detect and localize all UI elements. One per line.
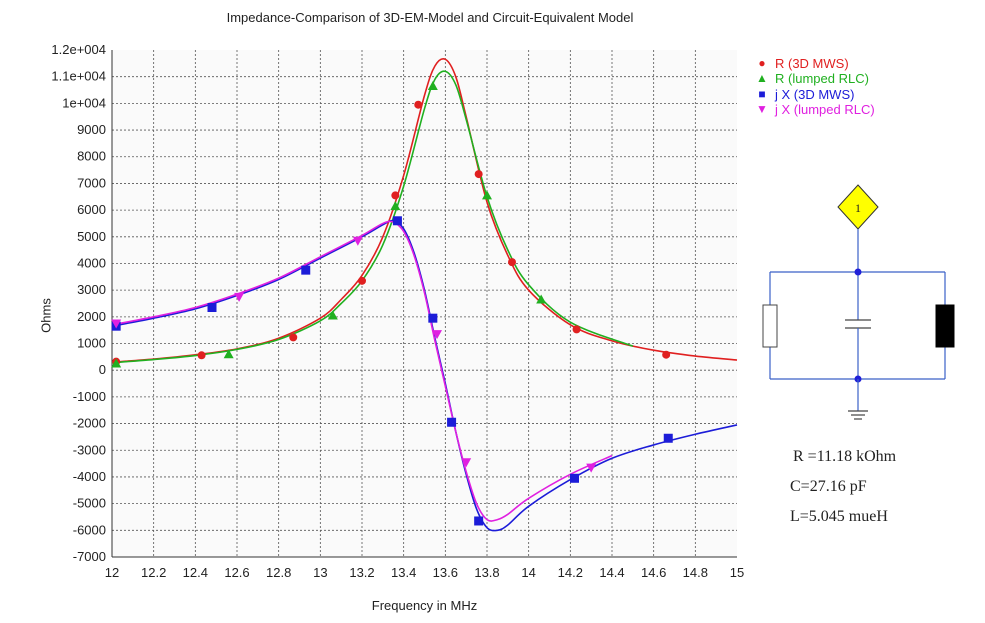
inductance-value: L=5.045 mueH [790,508,888,525]
data-marker [392,216,402,226]
data-marker [223,349,234,359]
x-tick-label: 12.8 [266,565,291,580]
data-marker [414,100,423,109]
data-marker [111,319,122,329]
legend-label: j X (3D MWS) [775,86,855,102]
y-tick-label: 7000 [77,175,106,190]
y-tick-label: 6000 [77,202,106,217]
x-tick-label: 14.8 [683,565,708,580]
resistor-icon [762,304,778,348]
data-marker [358,276,366,285]
legend-label: j X (lumped RLC) [775,101,875,117]
triangle-up-marker-icon: ▲ [756,71,768,86]
data-marker [474,170,483,179]
data-marker [234,292,245,302]
inductor-icon [935,304,955,348]
series-markers [111,81,673,526]
axes [111,50,737,558]
x-tick-label: 13.4 [391,565,416,580]
legend-item-r-3d: ● R (3D MWS) [755,56,875,71]
x-tick-label: 14.4 [599,565,624,580]
data-marker [428,313,438,323]
capacitance-value: C=27.16 pF [790,478,867,495]
series-line-1 [111,70,634,364]
x-tick-label: 15 [730,565,744,580]
data-marker [352,236,363,246]
x-tick-label: 12.2 [141,565,166,580]
x-tick-labels: 12 12.2 12.4 12.6 12.8 13 13.2 13.4 13.6 13.8 14 14… [105,565,744,580]
y-axis-label: Ohms [38,298,54,333]
legend-label: R (lumped RLC) [775,71,869,87]
legend: ● R (3D MWS) ▲ R (lumped RLC) ■ j X (3D … [755,56,875,117]
y-tick-label: -3000 [73,442,106,457]
y-tick-label: -5000 [73,496,106,511]
y-tick-label: -1000 [73,389,106,404]
data-marker [482,190,492,200]
x-tick-label: 14 [521,565,535,580]
data-marker [111,358,122,368]
data-marker [474,516,484,526]
data-marker [447,417,457,427]
data-marker [572,325,581,334]
y-tick-label: 4000 [77,255,106,270]
resistance-value: R =11.18 kOhm [793,448,897,465]
y-tick-label: -4000 [73,469,106,484]
y-tick-label: 9000 [77,122,106,137]
data-marker [662,350,671,359]
y-tick-labels: 1.2e+004 1.1e+004 1e+004 9000 8000 7000 6000 50… [51,42,106,564]
x-tick-label: 14.2 [558,565,583,580]
port-label: 1 [855,201,861,215]
data-marker [536,294,547,304]
x-tick-label: 12.4 [183,565,208,580]
y-tick-label: 5000 [77,229,106,244]
data-marker [586,463,597,473]
chart-title: Impedance-Comparison of 3D-EM-Model and … [226,10,634,25]
x-tick-label: 12 [105,565,119,580]
data-marker [427,81,438,91]
data-marker [391,191,400,200]
data-marker [461,458,472,468]
x-tick-label: 12.6 [224,565,249,580]
y-tick-label: 1000 [77,336,106,351]
y-tick-label: 1e+004 [62,95,106,110]
data-marker [327,310,338,320]
y-tick-label: 1.1e+004 [51,69,106,84]
square-marker-icon: ■ [758,86,766,101]
data-marker [663,433,673,443]
grid [112,50,737,557]
legend-item-jx-3d: ■ j X (3D MWS) [755,87,875,102]
triangle-down-marker-icon: ▼ [756,101,768,116]
x-axis-label: Frequency in MHz [371,598,478,613]
y-tick-label: -6000 [73,522,106,537]
y-tick-label: 2000 [77,309,106,324]
data-marker [508,258,516,267]
legend-label: R (3D MWS) [775,56,849,71]
legend-item-r-lumped: ▲ R (lumped RLC) [755,71,875,86]
series-line-3 [111,220,613,522]
x-tick-label: 14.6 [641,565,666,580]
circuit-parameters: R =11.18 kOhm C=27.16 pF L=5.045 mueH [790,448,896,538]
data-marker [432,330,442,340]
y-tick-label: -2000 [73,416,106,431]
legend-item-jx-lumped: ▼ j X (lumped RLC) [755,102,875,117]
data-marker [289,333,298,342]
data-marker [197,351,206,360]
data-marker [207,303,217,313]
x-tick-label: 13 [313,565,327,580]
x-tick-label: 13.6 [433,565,458,580]
equivalent-circuit: 1 [762,184,955,420]
data-marker [390,201,401,211]
y-tick-label: 0 [99,362,106,377]
y-tick-label: 3000 [77,282,106,297]
y-tick-label: 8000 [77,149,106,164]
data-marker [570,473,579,483]
x-tick-label: 13.2 [349,565,374,580]
y-tick-label: 1.2e+004 [51,42,106,57]
ground-icon [848,410,868,420]
data-marker [301,265,311,275]
y-tick-label: -7000 [73,549,106,564]
x-tick-label: 13.8 [474,565,499,580]
circle-marker-icon: ● [758,56,766,70]
